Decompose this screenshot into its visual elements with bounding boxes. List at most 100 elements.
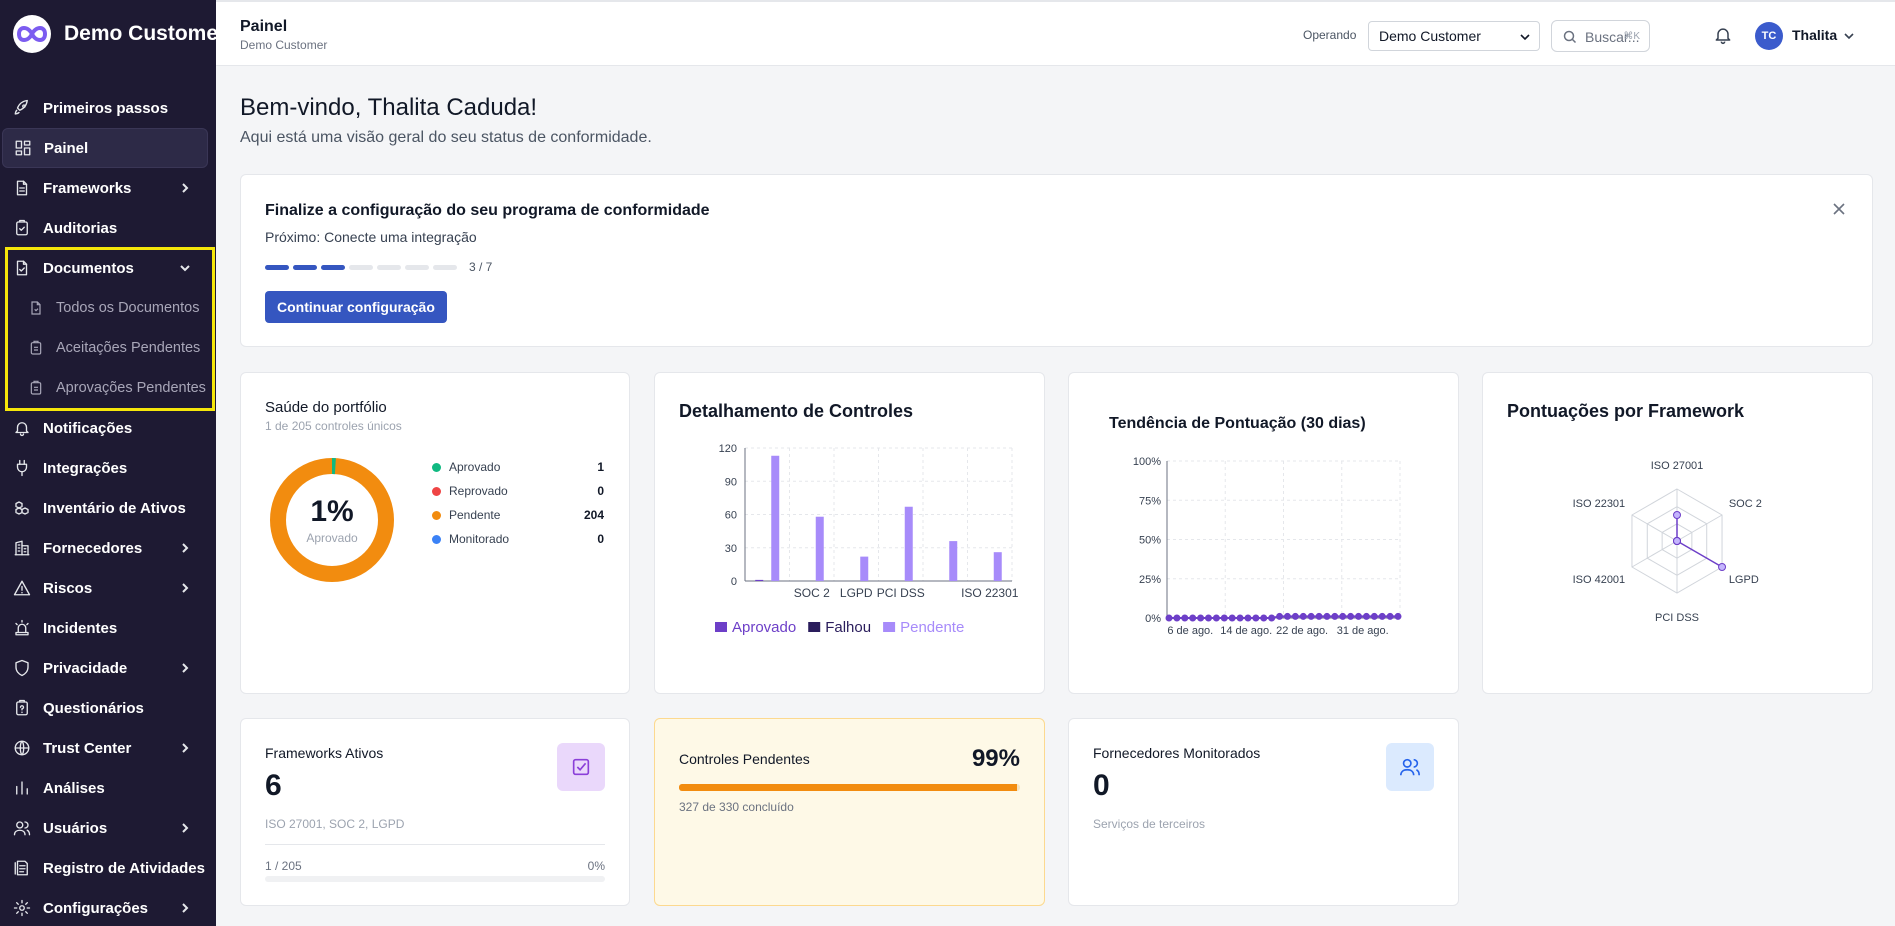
trend-point (1315, 612, 1323, 620)
active-frameworks-card: Frameworks Ativos 6 ISO 27001, SOC 2, LG… (240, 718, 630, 906)
sidebar-item-registro-atividades[interactable]: Registro de Atividades (0, 848, 216, 888)
chevron-down-icon[interactable] (1843, 30, 1855, 42)
sidebar-item-painel[interactable]: Painel (2, 128, 208, 168)
portfolio-health-card: Saúde do portfólio 1 de 205 controles ún… (240, 372, 630, 694)
operating-select[interactable]: Demo Customer (1368, 21, 1540, 51)
sidebar-item-usuarios[interactable]: Usuários (0, 808, 216, 848)
legend-label: Pendente (900, 619, 964, 636)
kpi-subtitle: ISO 27001, SOC 2, LGPD (265, 817, 405, 831)
legend-value: 0 (597, 532, 604, 546)
y-tick-label: 100% (1133, 456, 1161, 468)
sidebar-item-label: Auditorias (43, 219, 118, 237)
radar-axis (1676, 514, 1723, 542)
x-tick-label: 6 de ago. (1167, 625, 1213, 637)
trend-point (1331, 612, 1339, 620)
sidebar-nav: Primeiros passos Painel Frameworks Audit… (0, 88, 216, 926)
chevron-right-icon (178, 181, 192, 195)
y-tick-label: 0 (731, 576, 737, 588)
chevron-right-icon (178, 581, 192, 595)
legend-swatch (883, 622, 896, 632)
operating-select-value: Demo Customer (1379, 28, 1481, 44)
setup-title: Finalize a configuração do seu programa … (265, 202, 710, 219)
trend-point (1252, 614, 1260, 622)
welcome-subtitle: Aqui está uma visão geral do seu status … (240, 129, 652, 146)
bell-icon[interactable] (1713, 25, 1733, 45)
trend-point (1244, 614, 1252, 622)
sidebar-item-label: Análises (43, 779, 105, 797)
brand[interactable]: Demo Customer (0, 0, 216, 68)
pending-controls-card: Controles Pendentes 99% 327 de 330 concl… (654, 718, 1045, 906)
sidebar-subitem-aceitacoes-pendentes[interactable]: Aceitações Pendentes (0, 328, 216, 368)
trend-point (1283, 612, 1291, 620)
sidebar-item-inventario-ativos[interactable]: Inventário de Ativos (0, 488, 216, 528)
sidebar-item-riscos[interactable]: Riscos (0, 568, 216, 608)
trend-point (1204, 614, 1212, 622)
sidebar-item-label: Documentos (43, 259, 134, 277)
continue-setup-button[interactable]: Continuar configuração (265, 291, 447, 323)
sidebar-item-integracoes[interactable]: Integrações (0, 448, 216, 488)
sidebar-item-label: Usuários (43, 819, 108, 837)
setup-card: Finalize a configuração do seu programa … (240, 174, 1873, 347)
clipboard-check-icon (13, 219, 31, 237)
bar-pendente (993, 552, 1002, 581)
sidebar-item-documentos[interactable]: Documentos (0, 248, 216, 288)
y-tick-label: 90 (725, 476, 737, 488)
legend-dot (432, 462, 441, 472)
portfolio-subtitle: 1 de 205 controles únicos (265, 419, 402, 433)
legend-row: Aprovado 1 (432, 457, 604, 477)
sidebar-item-trust-center[interactable]: Trust Center (0, 728, 216, 768)
sidebar-item-frameworks[interactable]: Frameworks (0, 168, 216, 208)
radar-axis (1631, 514, 1678, 542)
sidebar-item-analises[interactable]: Análises (0, 768, 216, 808)
kpi-value: 0 (1093, 769, 1110, 802)
log-icon (13, 859, 31, 877)
sidebar-item-privacidade[interactable]: Privacidade (0, 648, 216, 688)
sidebar-item-label: Configurações (43, 899, 149, 917)
search-input[interactable]: Buscar... ⌘K (1551, 20, 1650, 52)
search-placeholder: Buscar... (1585, 29, 1640, 45)
questionnaire-icon (13, 699, 31, 717)
trend-point (1165, 614, 1173, 622)
progress-segment (293, 265, 317, 270)
chevron-down-icon (178, 261, 192, 275)
x-tick-label: ISO 22301 (961, 586, 1019, 600)
x-tick-label: 14 de ago. (1220, 625, 1272, 637)
sidebar-item-notificacoes[interactable]: Notificações (0, 408, 216, 448)
warning-icon (13, 579, 31, 597)
portfolio-title: Saúde do portfólio (265, 399, 387, 416)
page-title: Painel (240, 18, 288, 35)
avatar[interactable]: TC (1755, 22, 1783, 50)
x-tick-label: 22 de ago. (1276, 625, 1328, 637)
sidebar-item-configuracoes[interactable]: Configurações (0, 888, 216, 926)
y-tick-label: 75% (1139, 495, 1161, 507)
legend-label: Reprovado (449, 484, 508, 498)
sidebar-item-questionarios[interactable]: Questionários (0, 688, 216, 728)
trend-point (1323, 612, 1331, 620)
sidebar-item-incidentes[interactable]: Incidentes (0, 608, 216, 648)
sidebar-item-fornecedores[interactable]: Fornecedores (0, 528, 216, 568)
legend-value: 0 (597, 484, 604, 498)
framework-radar-chart: ISO 27001 SOC 2 LGPD PCI DSS ISO 42001 ISO 22… (1573, 460, 1762, 624)
legend-value: 204 (583, 508, 604, 522)
close-icon[interactable] (1832, 202, 1846, 216)
sidebar-item-label: Inventário de Ativos (43, 499, 186, 517)
sidebar-item-auditorias[interactable]: Auditorias (0, 208, 216, 248)
setup-next-step: Próximo: Conecte uma integração (265, 229, 477, 245)
bar-pendente (904, 506, 913, 581)
trend-point (1378, 612, 1386, 620)
clipboard-icon (28, 380, 44, 396)
progress-segment (265, 265, 289, 270)
y-tick-label: 50% (1139, 535, 1161, 547)
sidebar-item-primeiros-passos[interactable]: Primeiros passos (0, 88, 216, 128)
user-name[interactable]: Thalita (1792, 27, 1838, 43)
framework-scores-card: Pontuações por Framework ISO 27001 SOC 2 L… (1482, 372, 1873, 694)
sidebar-item-label: Incidentes (43, 619, 118, 637)
radar-axis-label: SOC 2 (1729, 498, 1762, 510)
sidebar-item-label: Notificações (43, 419, 133, 437)
sidebar-subitem-aprovacoes-pendentes[interactable]: Aprovações Pendentes (0, 368, 216, 408)
progress-segment (405, 265, 429, 270)
portfolio-percent-label: Aprovado (306, 531, 358, 545)
sidebar-subitem-todos-documentos[interactable]: Todos os Documentos (0, 288, 216, 328)
trend-point (1394, 612, 1402, 620)
trend-point (1276, 612, 1284, 620)
